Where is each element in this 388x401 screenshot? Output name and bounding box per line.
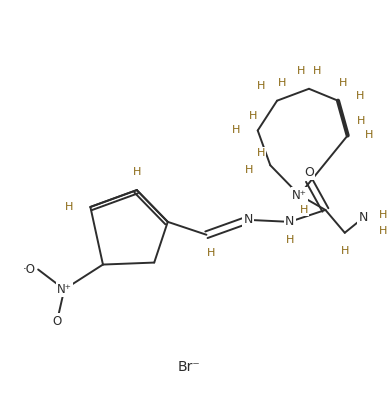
Text: H: H [365,130,374,140]
Text: H: H [232,126,240,136]
Text: H: H [357,115,366,126]
Text: H: H [312,66,321,76]
Text: Br⁻: Br⁻ [178,360,201,374]
Text: H: H [297,66,305,76]
Text: H: H [64,202,73,212]
Text: H: H [379,210,387,220]
Text: H: H [257,81,265,91]
Text: O: O [304,166,314,179]
Text: H: H [278,78,286,88]
Text: N⁺: N⁺ [292,188,307,202]
Text: H: H [249,111,257,121]
Text: O: O [53,315,62,328]
Text: H: H [133,167,141,177]
Text: H: H [355,91,364,101]
Text: H: H [339,78,347,88]
Text: H: H [286,235,294,245]
Text: N: N [359,211,368,225]
Text: H: H [207,248,215,257]
Text: H: H [341,246,349,256]
Text: H: H [300,205,308,215]
Text: N⁺: N⁺ [57,283,72,296]
Text: H: H [379,226,387,236]
Text: N: N [285,215,294,228]
Text: H: H [257,148,265,158]
Text: ·O: ·O [23,263,36,276]
Text: N: N [243,213,253,227]
Text: H: H [244,165,253,175]
